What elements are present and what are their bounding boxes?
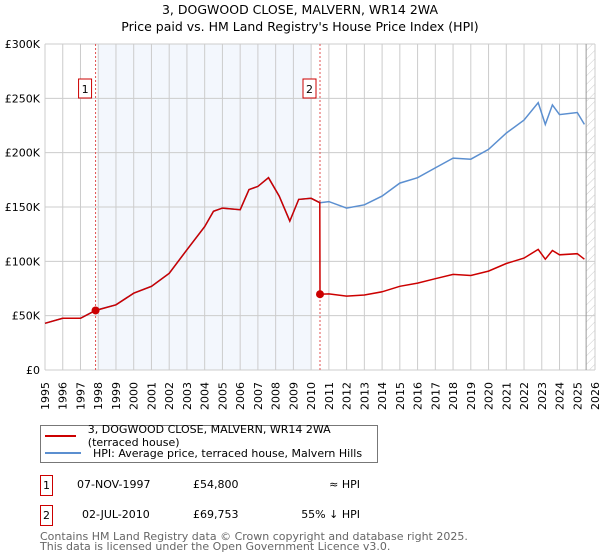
transaction-row: 2 02-JUL-2010 £69,753 55% ↓ HPI — [40, 505, 600, 527]
transaction-row: 1 07-NOV-1997 £54,800 ≈ HPI — [40, 475, 600, 497]
x-tick-label: 2012 — [341, 382, 354, 410]
x-tick-label: 2025 — [571, 382, 584, 410]
x-tick-label: 2020 — [483, 382, 496, 410]
x-tick-label: 2023 — [536, 382, 549, 410]
property-price-line — [44, 176, 585, 325]
y-tick-label: £50K — [12, 310, 41, 323]
x-tick-label: 2007 — [252, 382, 265, 410]
x-tick-label: 2022 — [518, 382, 531, 410]
legend-swatch-red — [45, 435, 76, 437]
x-tick-label: 2010 — [305, 382, 318, 410]
x-tick-label: 1999 — [110, 382, 123, 410]
x-tick-label: 2013 — [358, 382, 371, 410]
x-tick-label: 2024 — [554, 382, 567, 410]
sale-label-box — [78, 78, 93, 99]
x-tick-label: 2015 — [394, 382, 407, 410]
sale-label-box — [302, 78, 317, 99]
sale-point — [316, 290, 324, 299]
transaction-price: £54,800 — [193, 478, 239, 491]
x-tick-label: 2001 — [145, 382, 158, 410]
transaction-hpi: ≈ HPI — [329, 478, 360, 491]
transaction-badge: 1 — [40, 475, 53, 496]
x-tick-label: 2011 — [323, 382, 336, 410]
y-tick-label: £200K — [5, 147, 41, 160]
transaction-date: 07-NOV-1997 — [77, 478, 151, 491]
x-tick-label: 2004 — [199, 382, 212, 410]
chart-legend: 3, DOGWOOD CLOSE, MALVERN, WR14 2WA (ter… — [40, 423, 378, 463]
x-tick-label: 2003 — [181, 382, 194, 410]
x-tick-label: 2026 — [589, 382, 600, 410]
x-tick-label: 2014 — [376, 382, 389, 410]
y-tick-label: £300K — [5, 38, 41, 51]
sale-label: 2 — [306, 83, 313, 96]
x-tick-label: 2000 — [128, 382, 141, 410]
x-tick-label: 2016 — [412, 382, 425, 410]
sale-label: 1 — [82, 83, 89, 96]
x-tick-label: 2009 — [287, 382, 300, 410]
legend-item-hpi: HPI: Average price, terraced house, Malv… — [45, 445, 362, 461]
footer-copyright: Contains HM Land Registry data © Crown c… — [40, 530, 468, 543]
x-tick-label: 2021 — [500, 382, 513, 410]
x-tick-label: 1997 — [74, 382, 87, 410]
x-tick-label: 2018 — [447, 382, 460, 410]
x-tick-label: 1998 — [92, 382, 105, 410]
transaction-hpi: 55% ↓ HPI — [301, 508, 360, 521]
transaction-price: £69,753 — [193, 508, 239, 521]
transaction-badge: 2 — [40, 505, 53, 526]
transaction-date: 02-JUL-2010 — [82, 508, 150, 521]
footer-licence: This data is licensed under the Open Gov… — [40, 540, 391, 553]
y-tick-label: £150K — [5, 201, 41, 214]
y-tick-label: £0 — [26, 364, 40, 377]
x-tick-label: 2019 — [465, 382, 478, 410]
legend-item-property: 3, DOGWOOD CLOSE, MALVERN, WR14 2WA (ter… — [45, 423, 377, 449]
legend-label: HPI: Average price, terraced house, Malv… — [93, 446, 363, 460]
x-tick-label: 2005 — [216, 382, 229, 410]
y-tick-label: £250K — [5, 92, 41, 105]
legend-swatch-blue — [45, 452, 81, 454]
price-chart: 1995 1996 1997 1998 1999 2000 2001 2002 2003 2004… — [5, 38, 600, 410]
chart-title: 3, DOGWOOD CLOSE, MALVERN, WR14 2WA — [161, 2, 438, 17]
legend-label: 3, DOGWOOD CLOSE, MALVERN, WR14 2WA (ter… — [87, 423, 331, 449]
chart-subtitle: Price paid vs. HM Land Registry's House … — [121, 19, 479, 34]
x-tick-label: 2006 — [234, 382, 247, 410]
x-tick-label: 1995 — [39, 382, 52, 410]
x-tick-label: 2008 — [270, 382, 283, 410]
sale-point — [91, 306, 100, 315]
y-tick-label: £100K — [5, 255, 41, 268]
x-tick-label: 2017 — [429, 382, 442, 410]
x-tick-label: 2002 — [163, 382, 176, 410]
x-tick-label: 1996 — [57, 382, 70, 410]
